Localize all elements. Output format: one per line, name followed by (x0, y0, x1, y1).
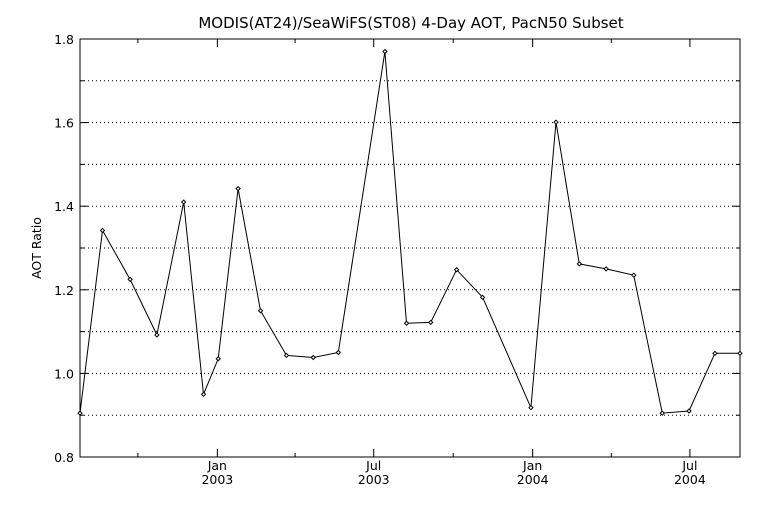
data-point (154, 332, 160, 338)
plot-area-frame (79, 38, 741, 458)
chart-title: MODIS(AT24)/SeaWiFS(ST08) 4-Day AOT, Pac… (198, 14, 623, 32)
series-group (77, 48, 743, 416)
data-point (453, 267, 460, 273)
data-point (631, 272, 637, 278)
y-tick-label: 1.8 (54, 32, 74, 47)
axis-tick-labels: 0.81.01.21.41.61.8Jan2003Jul2003Jan2004J… (54, 32, 706, 487)
grid (80, 80, 740, 416)
data-point (712, 350, 718, 357)
x-tick-label-year: 2004 (674, 472, 706, 487)
data-point (77, 410, 83, 416)
data-point (686, 408, 692, 414)
x-tick-label-year: 2003 (358, 472, 390, 487)
data-point (737, 350, 743, 357)
data-point (99, 227, 106, 234)
data-point (528, 404, 534, 411)
data-point (428, 319, 434, 326)
data-point (215, 356, 221, 362)
data-point (235, 185, 241, 192)
data-point (127, 276, 133, 283)
data-point (553, 119, 559, 125)
data-point (479, 294, 486, 301)
data-point (403, 320, 410, 326)
x-tick-label-month: Jan (522, 458, 542, 473)
x-tick-label-month: Jul (365, 458, 381, 473)
x-tick-label-month: Jan (207, 458, 227, 473)
data-point (603, 266, 609, 272)
data-point (200, 391, 207, 398)
data-point (283, 352, 290, 359)
data-point (576, 261, 583, 267)
data-point (310, 354, 316, 361)
data-point (257, 307, 264, 314)
data-point (335, 349, 342, 356)
y-tick-label: 1.0 (54, 366, 74, 381)
y-tick-label: 1.4 (54, 199, 74, 214)
data-point (382, 48, 388, 55)
data-point (659, 410, 665, 416)
y-tick-label: 1.6 (54, 116, 74, 131)
y-tick-label: 0.8 (54, 450, 74, 465)
axis-ticks (80, 38, 740, 458)
x-tick-label-month: Jul (681, 458, 697, 473)
y-axis-label: AOT Ratio (29, 217, 44, 279)
x-tick-label-year: 2003 (201, 472, 233, 487)
data-point (180, 199, 187, 205)
y-tick-label: 1.2 (54, 283, 74, 298)
x-tick-label-year: 2004 (517, 472, 549, 487)
series-line (79, 51, 740, 414)
